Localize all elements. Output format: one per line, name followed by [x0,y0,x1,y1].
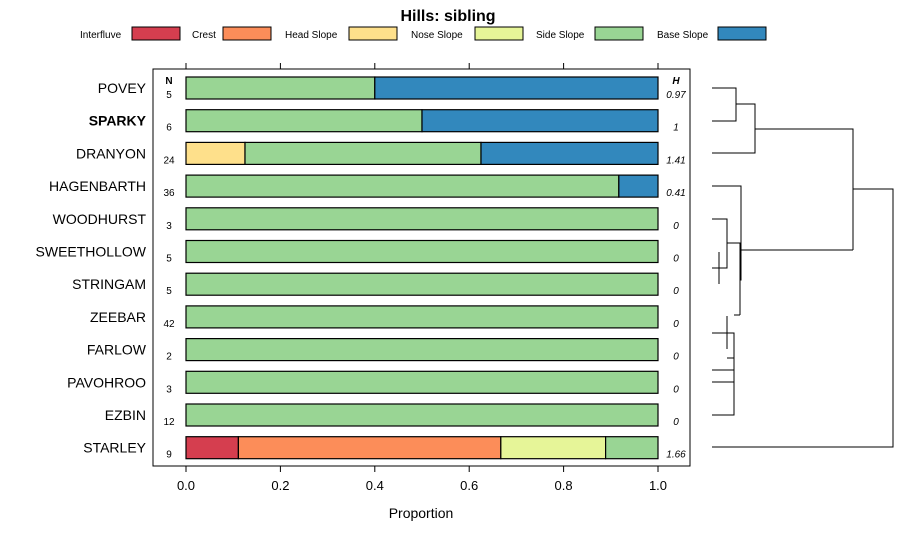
legend-swatch-1 [222,26,272,41]
x-tick-label-0: 0.0 [177,478,195,493]
n-value-9: 3 [166,384,172,395]
n-value-3: 36 [163,188,175,199]
bar-segment-4-4 [185,207,659,231]
legend-label-4: Side Slope [536,30,585,41]
x-tick-label-1: 0.2 [271,478,289,493]
bar-segment-5-4 [185,239,659,264]
legend: Interfluve Crest Head Slope Nose Slope Side … [80,26,767,41]
n-value-7: 42 [163,319,175,330]
legend-swatch-4 [594,26,644,41]
soil-label-11: STARLEY [83,440,146,456]
bar-segment-0-5 [374,76,659,100]
bar-segment-0-4 [185,76,376,100]
bar-segment-3-4 [185,174,620,198]
bar-segment-10-4 [185,403,659,427]
chart-title: Hills: sibling [400,8,495,25]
x-tick-label-2: 0.4 [366,478,384,493]
h-value-8: 0 [673,352,679,363]
legend-swatch-5 [717,26,767,41]
plot-frame [152,68,691,467]
dendrogram [712,87,894,448]
dendrogram-branch-16 [755,128,854,250]
n-value-6: 5 [166,286,172,297]
soil-label-4: WOODHURST [53,211,147,227]
dendrogram-branch-12 [727,242,741,315]
bar-segment-2-4 [244,141,482,165]
soil-label-0: POVEY [98,80,147,96]
n-value-11: 9 [166,450,172,461]
legend-label-1: Crest [192,30,216,41]
n-value-4: 3 [166,221,172,232]
bar-segment-3-5 [618,174,659,198]
dendrogram-branch-0 [712,87,737,122]
h-value-4: 0 [673,221,679,232]
soil-label-10: EZBIN [105,407,146,423]
bar-segment-1-5 [421,109,659,133]
h-value-5: 0 [673,254,679,265]
legend-label-5: Base Slope [657,30,709,41]
x-axis: 0.0 0.2 0.4 0.6 0.8 1.0 [177,63,667,493]
h-value-1: 1 [673,123,679,134]
h-value-11: 1.66 [666,450,686,461]
bar-segment-2-5 [480,141,659,165]
soil-label-3: HAGENBARTH [49,178,146,194]
x-axis-title: Proportion [389,505,454,521]
legend-label-0: Interfluve [80,30,122,41]
h-value-6: 0 [673,286,679,297]
bar-segment-6-4 [185,272,659,296]
n-header: N [165,76,172,87]
bar-segment-9-4 [185,370,659,394]
h-value-0: 0.97 [666,90,686,101]
n-value-10: 12 [163,417,175,428]
bar-segment-11-1 [237,436,502,460]
soil-label-2: DRANYON [76,145,146,161]
h-header: H [672,76,680,87]
soil-label-6: STRINGAM [72,276,146,292]
dendrogram-branch-10 [712,332,735,416]
bar-segment-11-0 [185,436,239,460]
n-value-1: 6 [166,123,172,134]
soil-label-9: PAVOHROO [67,374,146,390]
soil-label-7: ZEEBAR [90,309,146,325]
soil-label-1: SPARKY [89,113,147,129]
h-value-7: 0 [673,319,679,330]
bar-segment-11-3 [500,436,607,460]
legend-label-3: Nose Slope [411,30,463,41]
bar-segment-1-4 [185,109,423,133]
dendrogram-branch-1 [712,103,756,154]
n-value-0: 5 [166,90,172,101]
dendrogram-branch-17 [712,188,894,448]
rows: POVEY 5 0.97 SPARKY 6 1 DRANYON 24 1.41 HAGENBART… [36,76,686,461]
dendrogram-branch-14 [712,185,742,281]
x-tick-label-5: 1.0 [649,478,667,493]
h-value-9: 0 [673,384,679,395]
bar-segment-7-4 [185,305,659,329]
h-value-3: 0.41 [666,188,685,199]
legend-swatch-3 [474,26,524,41]
n-value-5: 5 [166,254,172,265]
legend-label-2: Head Slope [285,30,338,41]
h-value-10: 0 [673,417,679,428]
bar-segment-11-4 [605,436,659,460]
legend-swatch-2 [348,26,398,41]
bar-segment-8-4 [185,338,659,362]
n-value-2: 24 [163,155,175,166]
bar-segment-2-2 [185,141,246,165]
x-tick-label-3: 0.6 [460,478,478,493]
x-tick-label-4: 0.8 [555,478,573,493]
soil-label-5: SWEETHOLLOW [36,244,147,260]
h-value-2: 1.41 [666,155,685,166]
legend-swatch-0 [131,26,181,41]
soil-label-8: FARLOW [87,342,147,358]
n-value-8: 2 [166,352,172,363]
